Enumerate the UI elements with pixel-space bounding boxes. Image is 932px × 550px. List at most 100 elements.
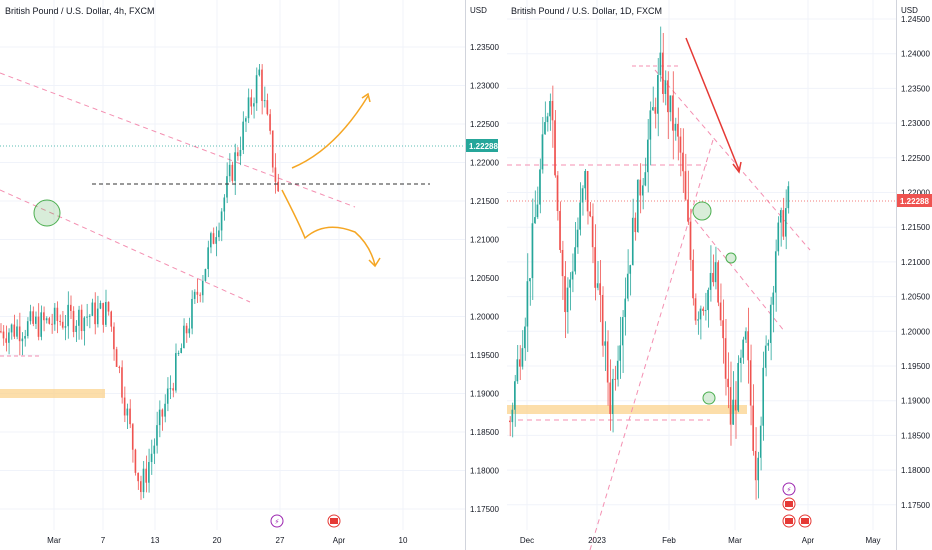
right-candle [564,261,566,339]
right-candle [524,317,526,361]
right-candle [764,335,767,377]
left-chart-pane[interactable]: British Pound / U.S. Dollar, 4h, FXCM Ma… [0,0,465,545]
left-x-tick: 13 [151,536,160,545]
left-candle [185,323,188,343]
left-candle [271,130,274,173]
left-price-scale[interactable]: USD 1.235001.230001.225001.220001.215001… [465,0,500,550]
left-candle [158,400,161,438]
right-candle [709,245,712,302]
right-candle [712,254,714,287]
left-candle [245,116,247,132]
left-highlight-circle [33,199,61,227]
left-candle [40,305,42,341]
left-y-tick: 1.18000 [470,467,499,476]
right-candle [739,349,742,383]
right-candle [734,381,737,439]
left-candle [172,382,174,398]
left-candle [175,343,177,393]
right-event-us-group[interactable] [782,497,812,528]
left-candle [110,310,112,332]
left-candle [204,268,207,282]
left-candle [277,173,279,192]
left-candle [121,360,123,404]
right-candle [742,336,744,364]
right-candle [774,239,777,312]
right-candle [772,285,775,333]
left-candle [188,317,191,338]
left-candle [61,310,64,330]
left-candle [43,306,45,332]
right-candle [581,185,584,216]
right-price-scale[interactable]: USD 1.245001.240001.235001.230001.225001… [896,0,932,550]
left-candle [156,411,158,454]
left-current-price-label: 1.22288 [469,142,498,151]
left-candle [212,227,215,245]
left-candle [215,226,217,257]
right-candle [644,157,647,187]
left-candle [258,63,261,77]
left-candle [86,303,88,327]
right-candle [659,26,662,82]
left-candle [218,222,220,242]
left-x-tick: 27 [276,536,285,545]
left-chart-title: British Pound / U.S. Dollar, 4h, FXCM [5,6,155,16]
right-chart-pane[interactable]: British Pound / U.S. Dollar, 1D, FXCM De… [507,0,932,550]
left-y-tick: 1.21500 [470,197,499,206]
left-candle [242,111,244,155]
right-candle [664,70,667,106]
left-y-tick: 1.19000 [470,390,499,399]
right-y-tick: 1.19500 [901,362,930,371]
right-candle [589,202,591,218]
left-candle [134,448,137,476]
left-candle [91,298,94,317]
left-candle [180,343,182,354]
left-candle [210,231,212,254]
right-candle [526,253,529,353]
right-candle [729,361,732,446]
left-projection-up-arrowhead [361,92,371,103]
us-flag-icon [330,518,338,524]
right-support-zone [507,405,747,414]
right-candle [677,107,679,161]
left-x-tick: 10 [399,536,408,545]
left-candle [247,88,250,124]
left-x-tick: 7 [101,536,106,545]
left-candle [269,109,271,135]
left-candle [239,136,242,166]
right-candle [702,306,704,316]
left-candle [150,439,153,475]
right-candle [551,85,554,148]
left-candle [107,301,110,316]
right-y-tick: 1.19000 [901,397,930,406]
right-event-lightning[interactable]: ⚡ [782,482,796,496]
left-candle [142,461,145,499]
left-candle [166,377,169,412]
left-candle [228,153,231,183]
right-candle [654,97,657,129]
left-y-ticks: 1.23500 1.23000 1.22500 1.22000 1.21500 1.210… [470,43,499,514]
right-candle [694,293,697,325]
left-candle [169,375,172,400]
right-candle [606,330,609,406]
right-candle [719,283,722,326]
right-candle [754,427,757,500]
left-x-tick: Mar [47,536,61,545]
left-event-us[interactable] [327,514,341,528]
right-candle [559,201,561,253]
left-candle [126,403,129,430]
left-candle [145,455,147,493]
left-candle [113,322,115,361]
right-candle [646,119,649,193]
left-event-lightning[interactable]: ⚡ [270,514,284,528]
left-candle [261,64,263,115]
right-x-axis: Dec 2023 Feb Mar Apr May [520,536,881,545]
right-candle [616,345,619,387]
left-candle [129,399,131,429]
right-candle [594,224,596,301]
right-y-tick: 1.23500 [901,84,930,93]
right-candle [767,339,770,351]
right-scale-unit: USD [901,6,918,15]
right-y-tick: 1.22000 [901,189,930,198]
left-candle [59,314,61,326]
left-y-tick: 1.18500 [470,428,499,437]
